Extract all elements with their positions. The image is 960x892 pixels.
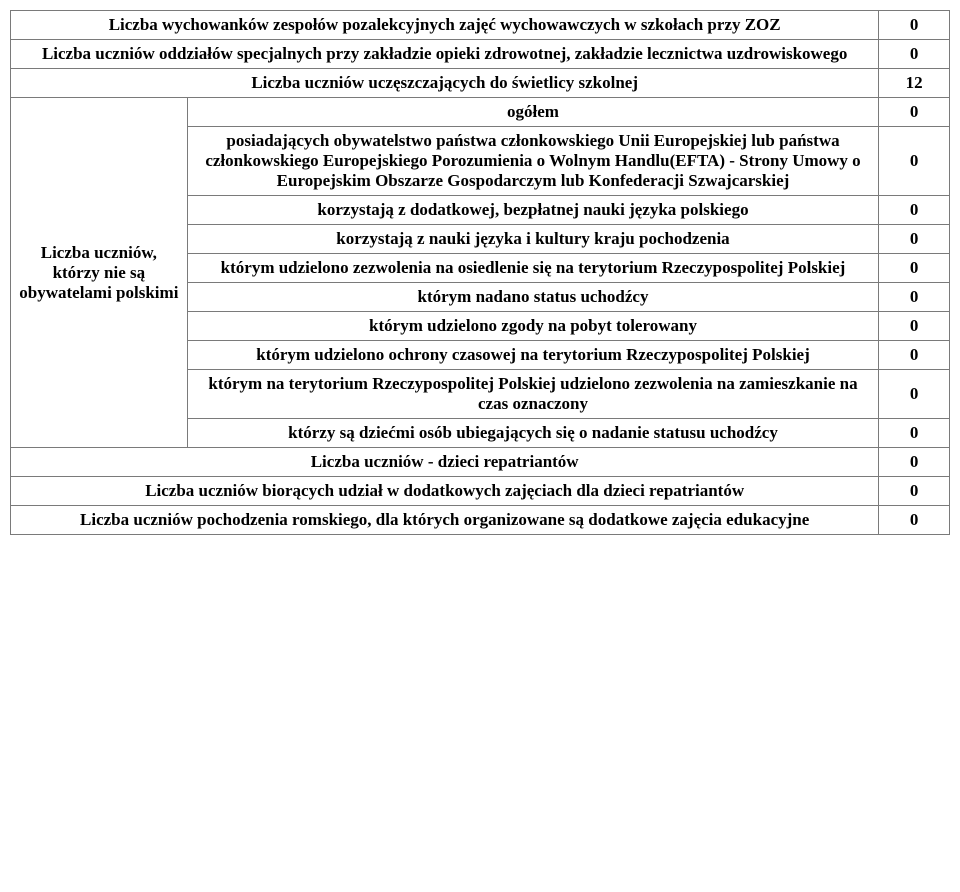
row-label: Liczba uczniów - dzieci repatriantów xyxy=(11,448,879,477)
row-value: 12 xyxy=(879,69,950,98)
row-label: Liczba uczniów uczęszczających do świetl… xyxy=(11,69,879,98)
row-value: 0 xyxy=(879,419,950,448)
row-value: 0 xyxy=(879,254,950,283)
row-value: 0 xyxy=(879,370,950,419)
row-value: 0 xyxy=(879,225,950,254)
row-label: którym na terytorium Rzeczypospolitej Po… xyxy=(187,370,879,419)
row-label: Liczba uczniów oddziałów specjalnych prz… xyxy=(11,40,879,69)
group-label: Liczba uczniów, którzy nie są obywatelam… xyxy=(11,98,188,448)
row-label: Liczba uczniów pochodzenia romskiego, dl… xyxy=(11,506,879,535)
table-row: Liczba uczniów oddziałów specjalnych prz… xyxy=(11,40,950,69)
table-row: Liczba uczniów pochodzenia romskiego, dl… xyxy=(11,506,950,535)
row-label: którym nadano status uchodźcy xyxy=(187,283,879,312)
row-label: którzy są dziećmi osób ubiegających się … xyxy=(187,419,879,448)
row-label: ogółem xyxy=(187,98,879,127)
row-label: Liczba wychowanków zespołów pozalekcyjny… xyxy=(11,11,879,40)
row-value: 0 xyxy=(879,341,950,370)
row-value: 0 xyxy=(879,477,950,506)
table-row: Liczba uczniów biorących udział w dodatk… xyxy=(11,477,950,506)
row-label: korzystają z nauki języka i kultury kraj… xyxy=(187,225,879,254)
row-label: którym udzielono zgody na pobyt tolerowa… xyxy=(187,312,879,341)
table-row: Liczba uczniów - dzieci repatriantów 0 xyxy=(11,448,950,477)
row-label: którym udzielono zezwolenia na osiedleni… xyxy=(187,254,879,283)
row-value: 0 xyxy=(879,11,950,40)
row-label: Liczba uczniów biorących udział w dodatk… xyxy=(11,477,879,506)
row-value: 0 xyxy=(879,448,950,477)
row-value: 0 xyxy=(879,196,950,225)
row-value: 0 xyxy=(879,283,950,312)
data-table: Liczba wychowanków zespołów pozalekcyjny… xyxy=(10,10,950,535)
row-label: korzystają z dodatkowej, bezpłatnej nauk… xyxy=(187,196,879,225)
table-row: Liczba uczniów uczęszczających do świetl… xyxy=(11,69,950,98)
table-row: Liczba uczniów, którzy nie są obywatelam… xyxy=(11,98,950,127)
row-value: 0 xyxy=(879,312,950,341)
row-value: 0 xyxy=(879,98,950,127)
table-row: Liczba wychowanków zespołów pozalekcyjny… xyxy=(11,11,950,40)
row-value: 0 xyxy=(879,40,950,69)
row-value: 0 xyxy=(879,506,950,535)
row-label: którym udzielono ochrony czasowej na ter… xyxy=(187,341,879,370)
row-label: posiadających obywatelstwo państwa człon… xyxy=(187,127,879,196)
row-value: 0 xyxy=(879,127,950,196)
